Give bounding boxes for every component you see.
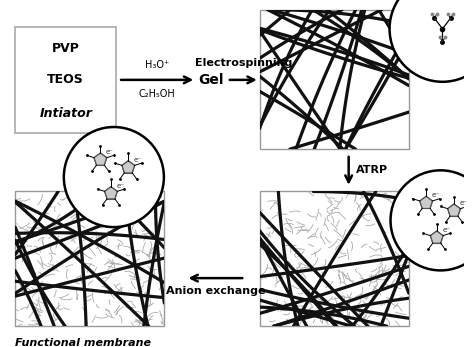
Polygon shape	[419, 196, 433, 209]
Circle shape	[64, 127, 164, 227]
Polygon shape	[122, 161, 135, 173]
Text: Anion exchange: Anion exchange	[165, 286, 265, 296]
Text: Gel: Gel	[198, 73, 224, 87]
Text: H₃O⁺: H₃O⁺	[145, 60, 169, 70]
Bar	[260, 192, 409, 326]
Text: e⁻: e⁻	[442, 227, 450, 233]
Text: Functional membrane: Functional membrane	[15, 338, 151, 347]
Text: ATRP: ATRP	[356, 165, 389, 175]
Circle shape	[390, 0, 474, 82]
Bar	[15, 192, 164, 326]
Bar	[260, 10, 409, 149]
Bar	[15, 27, 116, 133]
Polygon shape	[430, 231, 443, 243]
Text: e⁻: e⁻	[117, 183, 125, 189]
Text: TEOS: TEOS	[47, 73, 84, 86]
Polygon shape	[447, 204, 460, 216]
Circle shape	[391, 170, 474, 270]
Text: e⁻: e⁻	[432, 192, 440, 198]
Text: Electrospinning: Electrospinning	[195, 58, 292, 68]
Polygon shape	[105, 187, 118, 199]
Text: e⁻: e⁻	[106, 149, 114, 155]
Text: o: o	[441, 39, 444, 43]
Text: PVP: PVP	[52, 42, 80, 54]
Text: e⁻: e⁻	[460, 200, 468, 206]
Text: o: o	[449, 17, 451, 20]
Polygon shape	[94, 153, 107, 165]
Text: o: o	[434, 17, 436, 20]
Text: e⁻: e⁻	[134, 157, 142, 163]
Text: Intiator: Intiator	[39, 107, 92, 120]
Text: C₂H₅OH: C₂H₅OH	[139, 90, 175, 100]
